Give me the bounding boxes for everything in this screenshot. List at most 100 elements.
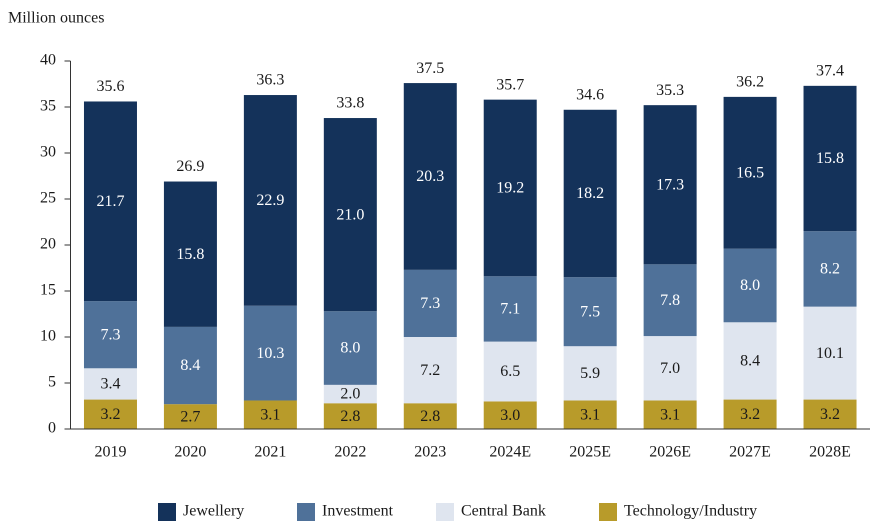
x-tick-label: 2023 bbox=[414, 444, 446, 461]
total-label: 37.4 bbox=[816, 63, 844, 80]
bar-segment bbox=[403, 83, 457, 270]
value-label: 3.1 bbox=[260, 406, 280, 423]
bar-segment bbox=[163, 181, 217, 327]
bar-segment bbox=[403, 269, 457, 337]
y-tick-label: 30 bbox=[40, 144, 56, 161]
bar-segment bbox=[643, 400, 697, 429]
total-label: 36.3 bbox=[256, 72, 284, 89]
bar-segment bbox=[83, 368, 137, 400]
bar-segment bbox=[483, 401, 537, 429]
x-tick-label: 2019 bbox=[94, 444, 126, 461]
value-label: 15.8 bbox=[176, 246, 204, 263]
x-tick-label: 2024E bbox=[489, 444, 531, 461]
x-tick-label: 2020 bbox=[174, 444, 206, 461]
x-tick-label: 2026E bbox=[649, 444, 691, 461]
bar-segment bbox=[243, 305, 297, 401]
total-label: 35.7 bbox=[496, 76, 524, 93]
value-label: 20.3 bbox=[416, 168, 444, 185]
total-label: 26.9 bbox=[176, 158, 204, 175]
y-tick-label: 5 bbox=[48, 374, 56, 391]
total-label: 35.3 bbox=[656, 82, 684, 99]
value-label: 7.0 bbox=[660, 360, 680, 377]
value-label: 10.1 bbox=[816, 345, 844, 362]
total-label: 36.2 bbox=[736, 74, 764, 91]
value-label: 18.2 bbox=[576, 185, 604, 202]
bar-segment bbox=[803, 85, 857, 232]
bar-segment bbox=[83, 399, 137, 429]
x-tick-label: 2028E bbox=[809, 444, 851, 461]
total-label: 34.6 bbox=[576, 86, 604, 103]
y-tick-label: 40 bbox=[40, 52, 56, 69]
value-label: 8.0 bbox=[740, 277, 760, 294]
bar-segment bbox=[323, 384, 377, 404]
value-label: 2.0 bbox=[340, 386, 360, 403]
bar-segment bbox=[803, 306, 857, 400]
bar-segment bbox=[483, 341, 537, 402]
bar-segment bbox=[643, 264, 697, 337]
legend-swatch bbox=[599, 503, 617, 521]
value-label: 15.8 bbox=[816, 150, 844, 167]
value-label: 17.3 bbox=[656, 176, 684, 193]
value-label: 22.9 bbox=[256, 192, 284, 209]
legend-label: Investment bbox=[322, 503, 394, 520]
bar-segment bbox=[483, 99, 537, 277]
value-label: 8.4 bbox=[180, 357, 200, 374]
bar-segment bbox=[163, 326, 217, 405]
value-label: 7.8 bbox=[660, 292, 680, 309]
value-label: 3.2 bbox=[820, 406, 840, 423]
bar-segment bbox=[723, 96, 777, 249]
bar-segment bbox=[723, 248, 777, 323]
value-label: 3.1 bbox=[580, 406, 600, 423]
value-label: 21.7 bbox=[96, 193, 124, 210]
bar-segment bbox=[323, 403, 377, 429]
total-label: 35.6 bbox=[96, 78, 124, 95]
legend-label: Central Bank bbox=[461, 503, 546, 520]
value-label: 7.2 bbox=[420, 362, 440, 379]
bar-segment bbox=[723, 322, 777, 400]
value-label: 16.5 bbox=[736, 164, 764, 181]
legend-swatch bbox=[158, 503, 176, 521]
bar-segment bbox=[403, 337, 457, 404]
value-label: 3.1 bbox=[660, 406, 680, 423]
bar-segment bbox=[723, 399, 777, 429]
bar-segment bbox=[403, 403, 457, 429]
y-tick-label: 15 bbox=[40, 282, 56, 299]
bar-segment bbox=[563, 400, 617, 429]
value-label: 8.2 bbox=[820, 261, 840, 278]
value-label: 21.0 bbox=[336, 206, 364, 223]
y-tick-label: 20 bbox=[40, 236, 56, 253]
y-tick-label: 35 bbox=[40, 98, 56, 115]
legend-swatch bbox=[436, 503, 454, 521]
value-label: 2.8 bbox=[420, 408, 440, 425]
bar-segment bbox=[83, 301, 137, 369]
x-tick-label: 2027E bbox=[729, 444, 771, 461]
total-label: 33.8 bbox=[336, 95, 364, 112]
bar-segment bbox=[243, 400, 297, 429]
bar-segment bbox=[83, 101, 137, 302]
x-tick-label: 2022 bbox=[334, 444, 366, 461]
value-label: 8.4 bbox=[740, 353, 760, 370]
y-tick-label: 10 bbox=[40, 328, 56, 345]
value-label: 7.1 bbox=[500, 301, 520, 318]
bar-segment bbox=[323, 118, 377, 312]
x-tick-label: 2025E bbox=[569, 444, 611, 461]
legend-label: Technology/Industry bbox=[624, 503, 757, 520]
bar-segment bbox=[643, 105, 697, 265]
value-label: 7.3 bbox=[420, 295, 440, 312]
x-tick-label: 2021 bbox=[254, 444, 286, 461]
value-label: 3.4 bbox=[100, 376, 120, 393]
value-label: 3.2 bbox=[740, 406, 760, 423]
bar-segment bbox=[563, 109, 617, 278]
value-label: 5.9 bbox=[580, 365, 600, 382]
value-label: 6.5 bbox=[500, 363, 520, 380]
bar-segment bbox=[323, 311, 377, 385]
y-tick-label: 0 bbox=[48, 420, 56, 437]
value-label: 3.2 bbox=[100, 406, 120, 423]
legend-swatch bbox=[297, 503, 315, 521]
bar-segment bbox=[243, 95, 297, 306]
value-label: 19.2 bbox=[496, 180, 524, 197]
bar-segment bbox=[803, 231, 857, 307]
bar-segment bbox=[803, 399, 857, 429]
value-label: 7.5 bbox=[580, 303, 600, 320]
